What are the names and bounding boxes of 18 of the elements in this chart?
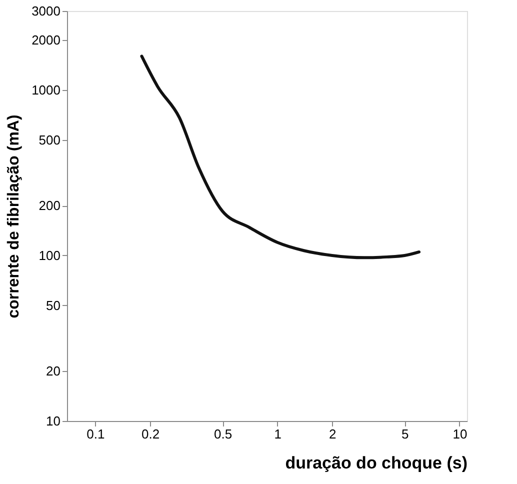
x-tick-label: 0.5 — [214, 426, 232, 442]
y-tick-label: 100 — [38, 248, 60, 263]
x-tick-label: 0.1 — [86, 426, 105, 442]
x-tick-label: 0.2 — [142, 426, 160, 442]
y-axis-title: corrente de fibrilação (mA) — [6, 114, 23, 318]
y-tick-label: 50 — [46, 298, 60, 313]
y-tick-label: 20 — [46, 364, 60, 379]
x-tick-label: 1 — [274, 426, 282, 442]
y-tick-label: 1000 — [32, 82, 60, 98]
y-tick-label: 10 — [46, 414, 60, 428]
y-tick-label: 3000 — [32, 4, 60, 18]
x-tick-label: 5 — [402, 426, 409, 442]
x-tick-label: 10 — [452, 426, 468, 442]
y-tick-label: 500 — [38, 132, 60, 148]
x-tick-label: 2 — [329, 426, 336, 442]
y-tick-label: 200 — [38, 198, 60, 214]
y-tick-label: 2000 — [32, 32, 60, 48]
x-axis-title: duração do choque (s) — [285, 454, 468, 472]
